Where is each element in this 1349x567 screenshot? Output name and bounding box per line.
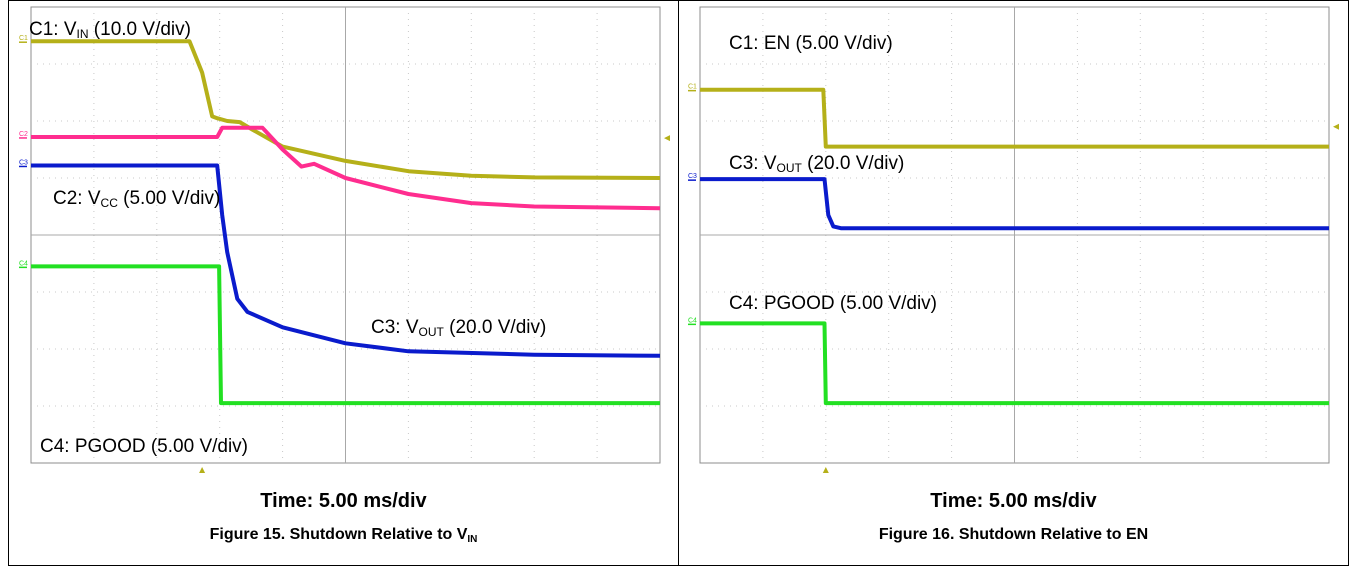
trigger-level-marker <box>1333 123 1339 130</box>
trace-c2 <box>31 125 661 211</box>
scope-display: C1 C2 C3 C4 <box>19 6 670 473</box>
trigger-position-marker <box>199 467 206 473</box>
channel-marker-c1: C1 <box>688 84 697 91</box>
c1-trace-label: C1: EN (5.00 V/div) <box>729 33 893 54</box>
time-scale-label: Time: 5.00 ms/div <box>930 490 1097 512</box>
time-scale-label: Time: 5.00 ms/div <box>260 490 427 512</box>
c4-trace-label: C4: PGOOD (5.00 V/div) <box>729 293 938 314</box>
figure-15-panel: C1 C2 C3 C4 C1: VIN (10.0 V/div) C2: VCC (5… <box>8 0 679 566</box>
trace-c4 <box>31 264 660 406</box>
trace-c1 <box>700 87 1329 149</box>
c4-trace-label: C4: PGOOD (5.00 V/div) <box>40 436 249 457</box>
trigger-level-marker <box>664 135 670 142</box>
figure-caption: Figure 15. Shutdown Relative to VIN <box>209 526 478 545</box>
c3-trace-label: C3: VOUT (20.0 V/div) <box>371 317 547 339</box>
c3-trace-label: C3: VOUT (20.0 V/div) <box>729 153 905 175</box>
scope-display: C1 C3 C4 <box>688 6 1339 473</box>
c2-trace-label: C2: VCC (5.00 V/div) <box>53 188 221 210</box>
figure-16-panel: C1 C3 C4 C1: EN (5.00 V/div) C3: VOUT (20.… <box>678 0 1349 566</box>
trace-c3 <box>31 163 661 358</box>
figure-caption: Figure 16. Shutdown Relative to EN <box>878 526 1149 543</box>
c1-trace-label: C1: VIN (10.0 V/div) <box>29 19 191 41</box>
channel-marker-c3: C3 <box>19 159 28 166</box>
channel-marker-c1: C1 <box>19 35 28 42</box>
channel-marker-c2: C2 <box>19 131 28 138</box>
trigger-position-marker <box>822 467 829 473</box>
channel-marker-c4: C4 <box>19 260 28 267</box>
trace-c3 <box>700 177 1329 231</box>
trace-c4 <box>700 321 1329 406</box>
channel-marker-c3: C3 <box>688 173 697 180</box>
channel-marker-c4: C4 <box>688 317 697 324</box>
